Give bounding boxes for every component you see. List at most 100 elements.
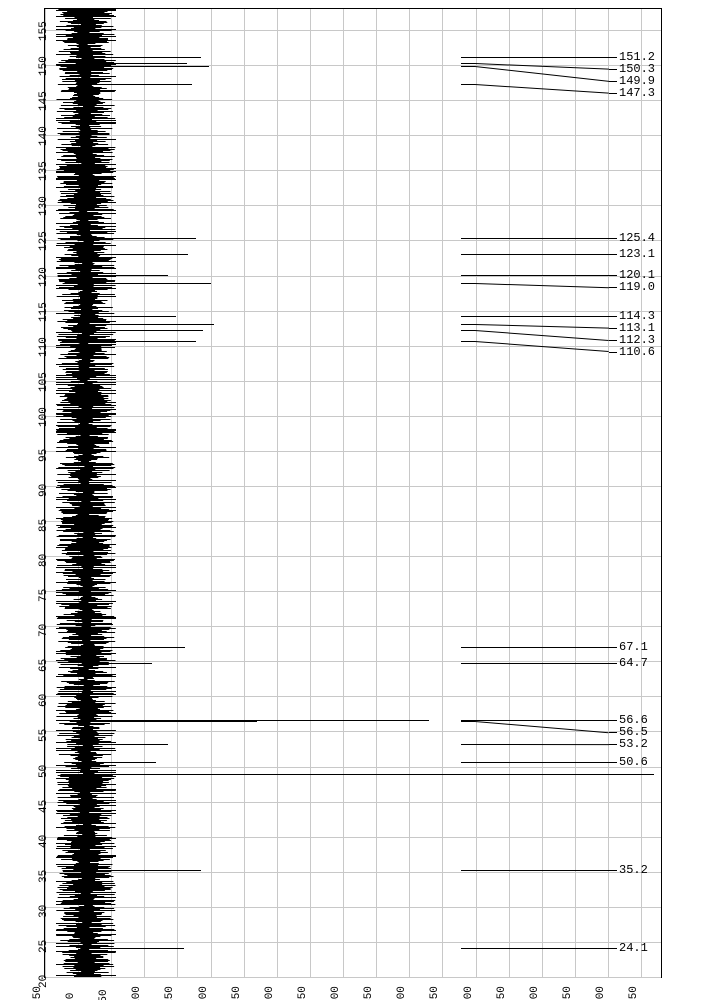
peak-line xyxy=(86,647,185,648)
peak-line xyxy=(86,316,176,317)
gridline-h xyxy=(45,311,661,312)
y-tick-label: 50 xyxy=(38,766,50,778)
assign-tick-end xyxy=(609,93,617,94)
gridline-h xyxy=(45,451,661,452)
assign-tick-end xyxy=(609,720,617,721)
x-tick-label: 250 xyxy=(231,986,255,1000)
peak-line xyxy=(86,63,187,64)
x-tick-label: 500 xyxy=(396,986,420,1000)
gridline-h xyxy=(45,30,661,31)
x-tick-label: 100 xyxy=(131,986,155,1000)
y-tick-label: 55 xyxy=(38,730,50,742)
x-tick-label: 600 xyxy=(463,986,487,1000)
assign-tick-end xyxy=(609,870,617,871)
gridline-v xyxy=(277,9,278,977)
peak-line xyxy=(86,330,203,331)
peak-line xyxy=(86,254,188,255)
gridline-h xyxy=(45,381,661,382)
assign-tick xyxy=(461,316,475,317)
y-tick-label: 45 xyxy=(38,801,50,813)
peak-label: 64.7 xyxy=(619,656,648,670)
assign-connector xyxy=(475,762,609,763)
assign-tick xyxy=(461,663,475,664)
gridline-v xyxy=(376,9,377,977)
assign-tick-end xyxy=(609,69,617,70)
gridline-h xyxy=(45,240,661,241)
gridline-h xyxy=(45,977,661,978)
assign-tick xyxy=(461,84,475,85)
peak-label: 53.2 xyxy=(619,737,648,751)
gridline-v xyxy=(509,9,510,977)
y-tick-label: 75 xyxy=(38,590,50,602)
y-tick-label: 35 xyxy=(38,871,50,883)
y-tick-label: 125 xyxy=(38,239,50,251)
gridline-h xyxy=(45,872,661,873)
y-tick-label: 95 xyxy=(38,450,50,462)
y-tick-label: 25 xyxy=(38,941,50,953)
peak-line xyxy=(86,744,167,745)
y-tick-label: 135 xyxy=(38,169,50,181)
assign-tick xyxy=(461,948,475,949)
y-tick-label: 145 xyxy=(38,99,50,111)
peak-label: 119.0 xyxy=(619,280,655,294)
gridline-v xyxy=(608,9,609,977)
gridline-h xyxy=(45,170,661,171)
assign-tick-end xyxy=(609,663,617,664)
peak-label: 50.6 xyxy=(619,755,648,769)
gridline-h xyxy=(45,591,661,592)
assign-connector xyxy=(475,870,609,871)
peak-label: 24.1 xyxy=(619,941,648,955)
y-tick-label: 150 xyxy=(38,64,50,76)
peak-line xyxy=(86,66,209,67)
x-tick-label: 400 xyxy=(330,986,354,1000)
y-tick-label: 110 xyxy=(38,345,50,357)
assign-tick xyxy=(461,66,475,67)
plot-area: 151.2150.3149.9147.3125.4123.1120.1119.0… xyxy=(44,8,662,978)
peak-line xyxy=(86,663,152,664)
gridline-h xyxy=(45,416,661,417)
assign-connector xyxy=(475,720,609,721)
y-tick-label: 100 xyxy=(38,415,50,427)
y-tick-label: 90 xyxy=(38,485,50,497)
peak-label: 147.3 xyxy=(619,86,655,100)
nmr-spectrum: 151.2150.3149.9147.3125.4123.1120.1119.0… xyxy=(0,0,708,1000)
x-tick-label: 200 xyxy=(198,986,222,1000)
peak-line xyxy=(86,84,192,85)
assign-tick-end xyxy=(609,254,617,255)
x-tick-label: 350 xyxy=(297,986,321,1000)
assign-connector xyxy=(475,238,609,239)
assign-connector xyxy=(475,663,609,664)
gridline-h xyxy=(45,521,661,522)
assign-connector xyxy=(475,57,609,58)
gridline-h xyxy=(45,907,661,908)
y-tick-label: 115 xyxy=(38,310,50,322)
assign-tick-end xyxy=(609,238,617,239)
assign-connector xyxy=(475,948,609,949)
y-tick-label: 120 xyxy=(38,275,50,287)
assign-tick-end xyxy=(609,57,617,58)
assign-tick xyxy=(461,63,475,64)
assign-tick-end xyxy=(609,948,617,949)
assign-tick xyxy=(461,341,475,342)
x-tick-label: 550 xyxy=(429,986,453,1000)
peak-line xyxy=(86,238,196,239)
gridline-h xyxy=(45,802,661,803)
assign-tick xyxy=(461,254,475,255)
peak-label: 35.2 xyxy=(619,863,648,877)
assign-connector xyxy=(475,316,609,317)
peak-line xyxy=(86,948,184,949)
assign-tick-end xyxy=(609,732,617,733)
peak-label: 67.1 xyxy=(619,640,648,654)
peak-line xyxy=(86,283,211,284)
assign-tick-end xyxy=(609,287,617,288)
assign-tick xyxy=(461,283,475,284)
x-tick-label: 0 xyxy=(65,993,89,1000)
y-tick-label: 105 xyxy=(38,380,50,392)
x-tick-label: 850 xyxy=(628,986,652,1000)
peak-line xyxy=(86,275,167,276)
gridline-h xyxy=(45,556,661,557)
x-tick-label: -50 xyxy=(32,986,56,1000)
gridline-h xyxy=(45,767,661,768)
assign-tick-end xyxy=(609,762,617,763)
gridline-v xyxy=(244,9,245,977)
